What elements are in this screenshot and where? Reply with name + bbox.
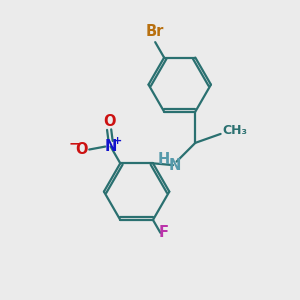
Text: Br: Br [146,24,164,39]
Text: N: N [168,158,181,172]
Text: N: N [104,139,117,154]
Text: CH₃: CH₃ [222,124,247,137]
Text: H: H [158,152,169,167]
Text: F: F [159,225,169,240]
Text: O: O [75,142,88,157]
Text: O: O [103,114,116,129]
Text: +: + [112,136,122,146]
Text: −: − [68,136,80,150]
